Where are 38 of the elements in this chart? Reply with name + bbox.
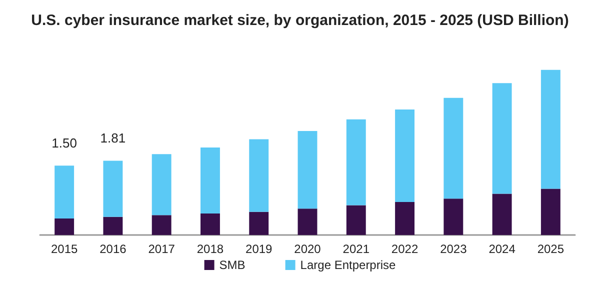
x-tick-label: 2021 xyxy=(342,242,370,256)
bar xyxy=(298,208,318,235)
bar xyxy=(395,202,414,235)
bar xyxy=(346,119,366,206)
annotation: 1.50 xyxy=(52,136,77,151)
x-tick-label: 2025 xyxy=(537,242,564,256)
bar xyxy=(492,194,512,235)
x-tick-label: 2019 xyxy=(246,242,273,256)
bar xyxy=(444,198,464,235)
x-tick-label: 2016 xyxy=(100,242,127,256)
bar xyxy=(152,154,172,216)
bar xyxy=(152,215,172,235)
bar xyxy=(346,205,366,235)
bar xyxy=(395,109,414,202)
x-tick-label: 2017 xyxy=(148,242,176,256)
annotation: 1.81 xyxy=(100,130,126,146)
x-tick-label: 2018 xyxy=(196,242,224,256)
x-tick-label: 2023 xyxy=(440,242,468,256)
chart-title: U.S. cyber insurance market size, by organization, 2015 - 2025 (USD Billion) xyxy=(31,12,569,29)
bar xyxy=(200,147,220,214)
bar xyxy=(249,139,269,212)
bar xyxy=(54,166,74,218)
bar xyxy=(492,83,512,194)
bar xyxy=(54,218,74,235)
legend-label: Large Entperprise xyxy=(300,258,396,272)
bar xyxy=(444,98,464,199)
x-tick-label: 2020 xyxy=(294,242,322,256)
bar xyxy=(103,160,123,217)
bar xyxy=(200,214,220,235)
bar xyxy=(540,188,560,235)
x-tick-label: 2022 xyxy=(391,242,418,256)
bar xyxy=(298,130,318,209)
x-tick-label: 2015 xyxy=(50,242,78,256)
x-tick-label: 2024 xyxy=(488,242,516,256)
bar xyxy=(540,70,560,189)
bar xyxy=(249,212,269,235)
bar xyxy=(103,216,123,235)
legend-label: SMB xyxy=(219,258,246,272)
